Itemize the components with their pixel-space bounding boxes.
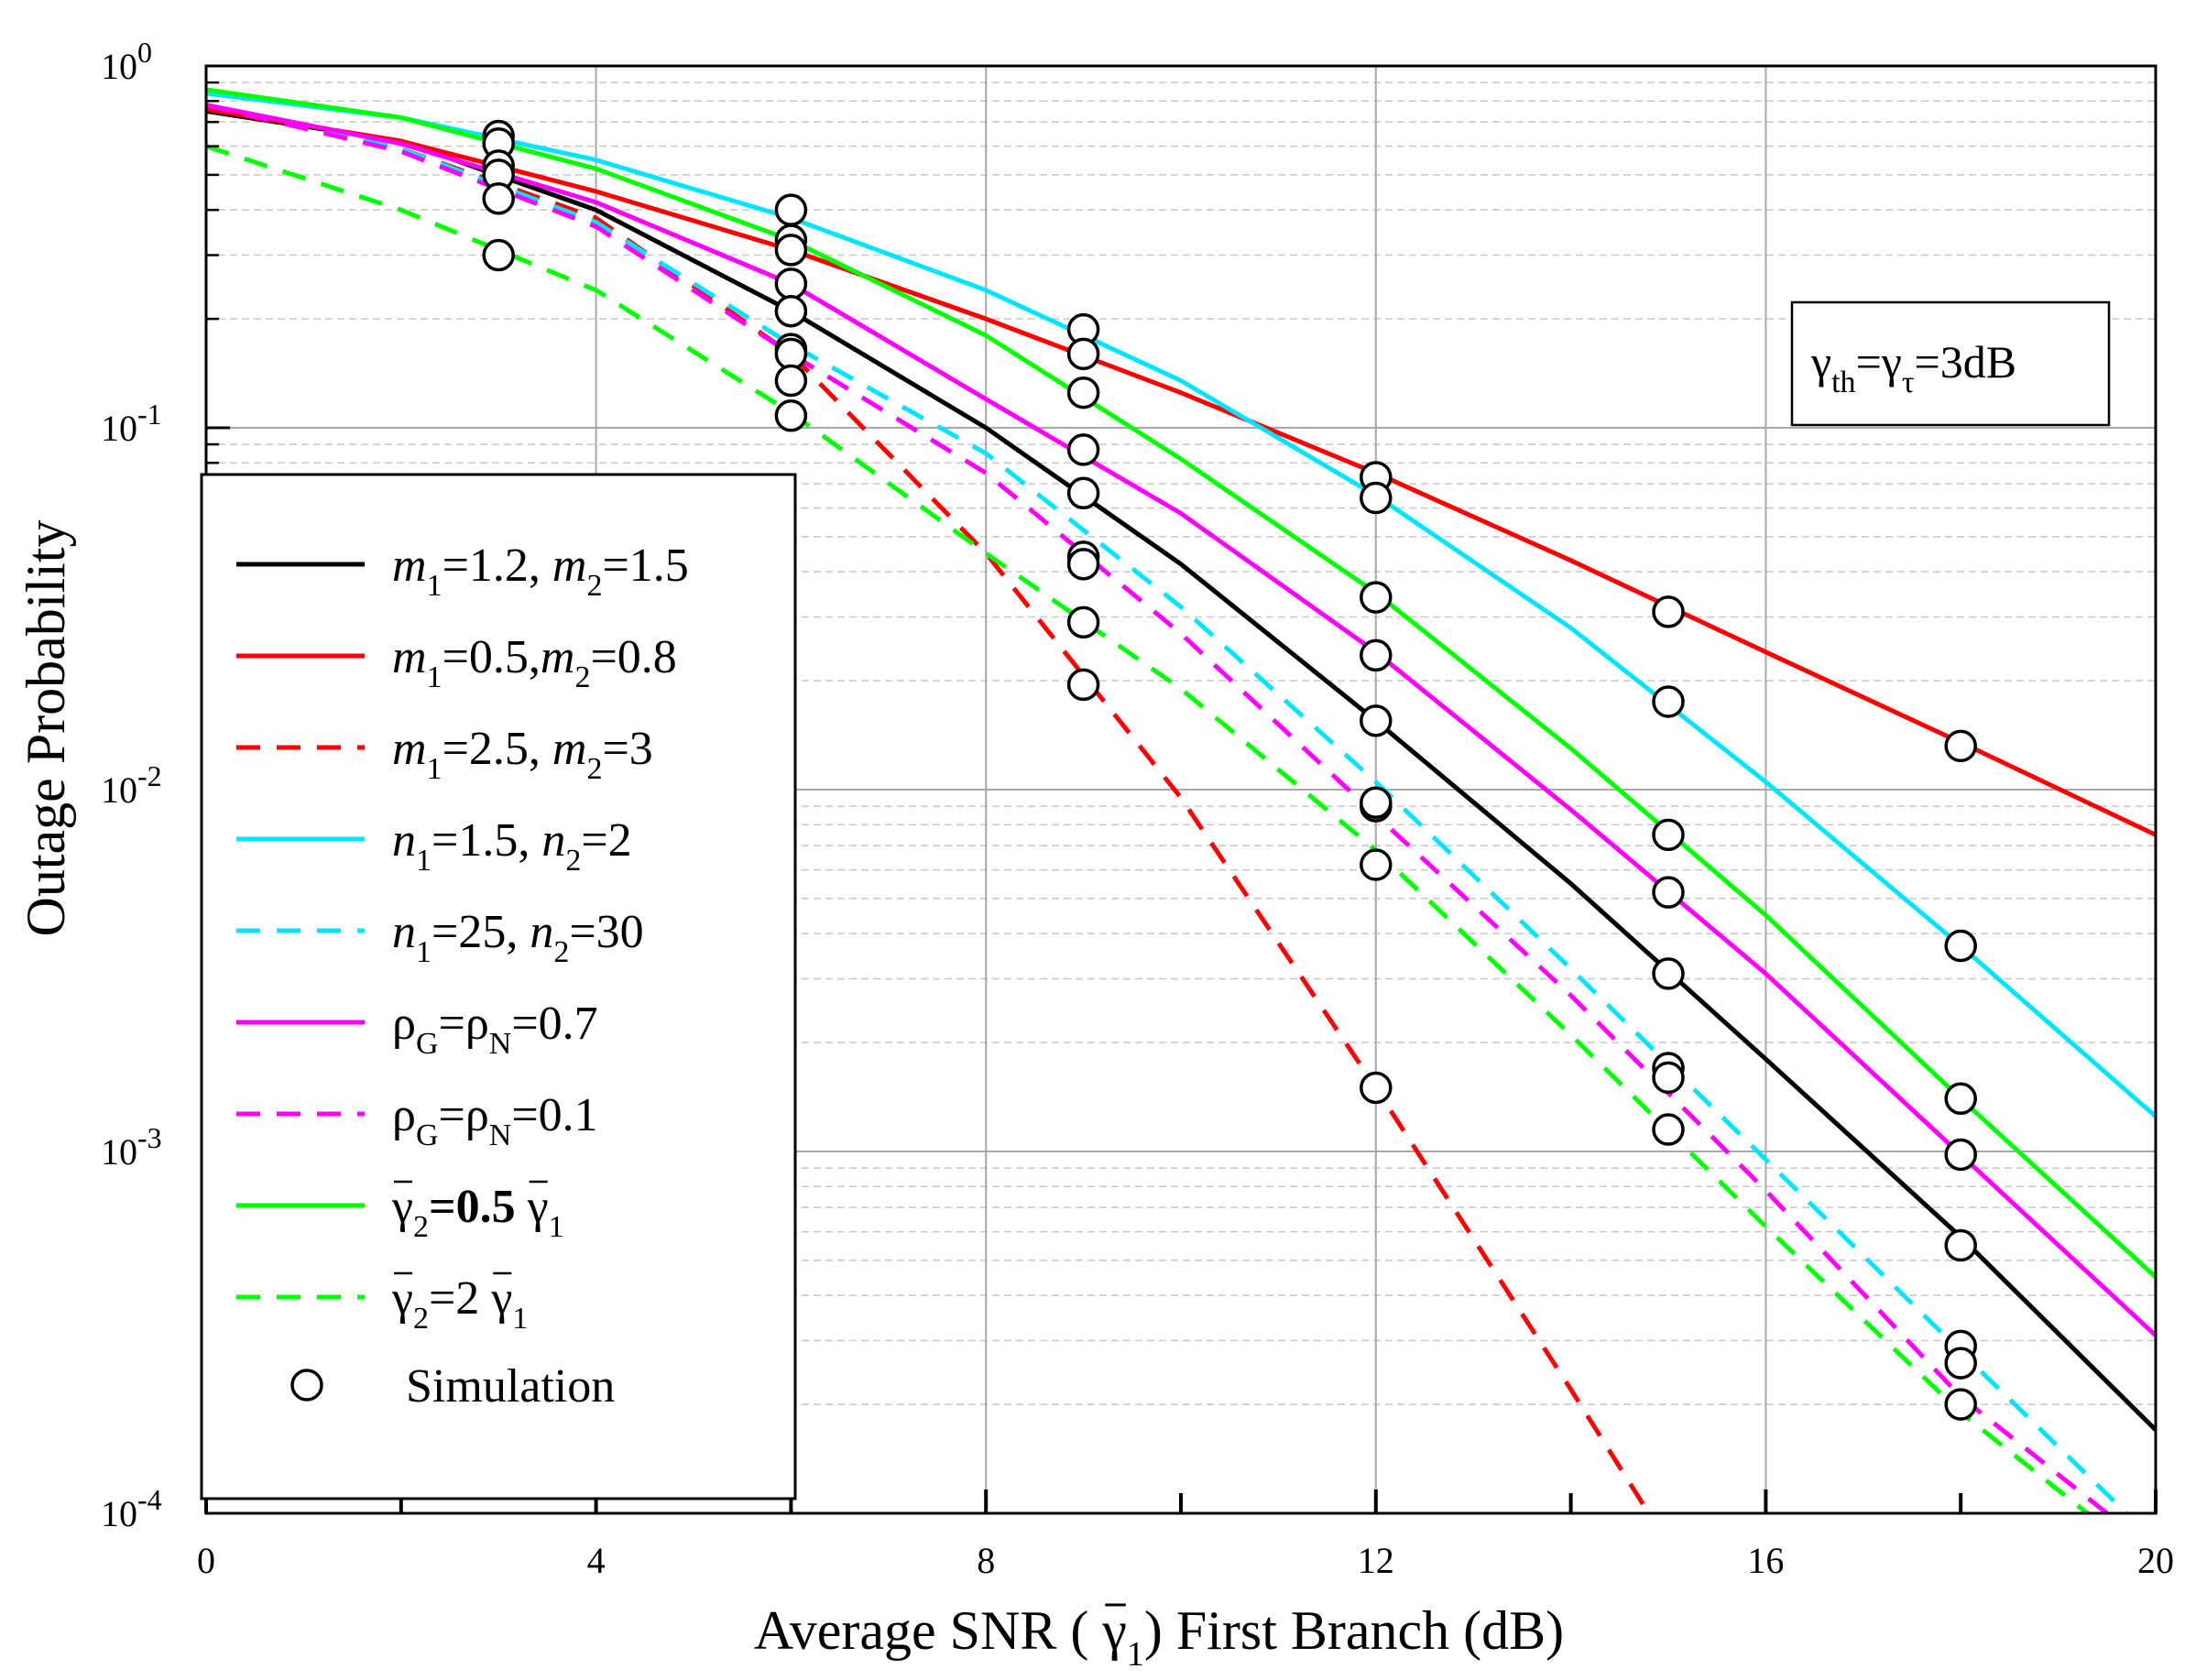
simulation-marker <box>1066 605 1100 639</box>
y-tick-label: 10-3 <box>101 1121 162 1173</box>
simulation-marker <box>1652 818 1685 852</box>
series-line-m12_15 <box>205 108 2158 1432</box>
x-tick-label: 12 <box>1358 1540 1394 1581</box>
series-line-g2_2 <box>205 144 2090 1515</box>
simulation-marker <box>774 399 808 432</box>
simulation-marker <box>1944 1138 1977 1172</box>
simulation-marker <box>774 364 808 398</box>
simulation-marker <box>1652 876 1685 909</box>
simulation-marker <box>482 182 515 215</box>
simulation-marker <box>1360 1071 1393 1105</box>
simulation-marker <box>1066 433 1100 466</box>
simulation-marker <box>1360 704 1393 737</box>
y-tick-label: 10-4 <box>101 1483 162 1534</box>
legend-label-simulation: Simulation <box>406 1360 615 1413</box>
series-line-rho07 <box>205 103 2158 1337</box>
simulation-marker <box>1360 638 1393 672</box>
legend: m1​=1.2, m2​=1.5 m1​=0.5,m2​=0.8 m1​=2.5, … <box>200 473 797 1500</box>
legend-label-g2_05: γ2​=0.5 γ1​ <box>391 1181 564 1244</box>
simulation-marker <box>1652 685 1685 718</box>
simulation-marker <box>1066 548 1100 581</box>
legend-label-n25_30: n1​=25, n2​=30 <box>392 906 644 969</box>
series-line-n25_30 <box>205 103 2128 1515</box>
x-tick-label: 16 <box>1747 1540 1784 1581</box>
legend-marker-simulation <box>290 1369 323 1402</box>
simulation-marker <box>1360 786 1393 820</box>
simulation-marker <box>774 337 808 371</box>
simulation-marker <box>482 238 515 272</box>
x-tick-label: 4 <box>587 1540 606 1581</box>
simulation-marker <box>1652 595 1685 628</box>
legend-label-m12_15: m1​=1.2, m2​=1.5 <box>392 540 689 603</box>
simulation-markers <box>482 119 1977 1421</box>
simulation-marker <box>1944 729 1977 763</box>
x-axis-title: Average SNR ( γ1) First Branch (dB) <box>754 1600 1564 1674</box>
simulation-marker <box>1944 929 1977 963</box>
simulation-marker <box>774 267 808 300</box>
legend-box <box>200 473 797 1500</box>
series-line-rho01 <box>205 103 2109 1515</box>
legend-label-rho01: ρG​=ρN​=0.1 <box>392 1089 598 1152</box>
series-line-g2_05 <box>205 87 2158 1279</box>
simulation-marker <box>1066 476 1100 510</box>
y-tick-label: 10-2 <box>101 759 162 811</box>
simulation-marker <box>1944 1388 1977 1421</box>
y-tick-label: 10-1 <box>101 398 162 449</box>
series-lines <box>205 87 2158 1515</box>
simulation-marker <box>1360 481 1393 515</box>
simulation-marker <box>774 294 808 328</box>
simulation-marker <box>1066 668 1100 702</box>
simulation-marker <box>1066 337 1100 371</box>
simulation-marker <box>1652 957 1685 990</box>
legend-label-n15_2: n1​=1.5, n2​=2 <box>392 814 632 878</box>
series-line-n15_2 <box>205 91 2158 1118</box>
simulation-marker <box>1360 848 1393 881</box>
annotation-text: γth​=γτ​=3dB <box>1810 336 2016 399</box>
series-line-m05_08 <box>205 106 2158 837</box>
simulation-marker <box>1652 1061 1685 1095</box>
series-line-m25_3 <box>205 104 1651 1515</box>
legend-label-rho07: ρG​=ρN​=0.7 <box>392 998 598 1061</box>
y-axis-title: Outage Probability <box>16 520 76 937</box>
y-tick-label: 100 <box>101 36 152 87</box>
annotation-box: γth​=γτ​=3dB <box>1790 300 2111 427</box>
x-tick-label: 0 <box>197 1540 215 1581</box>
x-tick-label: 8 <box>977 1540 995 1581</box>
simulation-marker <box>1944 1347 1977 1380</box>
tick-labels: 0 4 8 12 16 20 100 10-1 10-2 10-3 10-4 <box>101 36 2174 1581</box>
simulation-marker <box>1652 1113 1685 1146</box>
legend-label-g2_2: γ2​=2 γ1​ <box>391 1272 528 1336</box>
simulation-marker <box>1066 376 1100 409</box>
legend-label-m05_08: m1​=0.5,m2​=0.8 <box>392 631 677 694</box>
simulation-marker <box>774 193 808 226</box>
simulation-marker <box>1360 581 1393 614</box>
simulation-marker <box>1944 1082 1977 1116</box>
simulation-marker <box>774 234 808 267</box>
simulation-marker <box>1944 1228 1977 1262</box>
x-tick-label: 20 <box>2137 1540 2174 1581</box>
legend-label-m25_3: m1​=2.5, m2​=3 <box>392 723 653 786</box>
